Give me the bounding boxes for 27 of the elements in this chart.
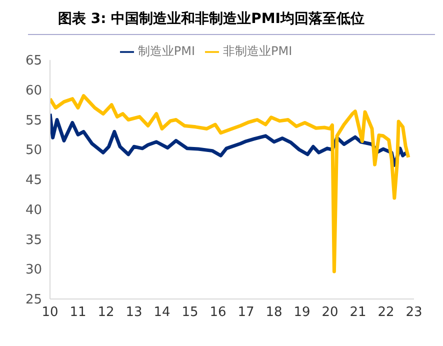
x-tick-label: 16 [210,305,226,320]
x-tick-label: 23 [406,305,422,320]
x-tick-label: 17 [238,305,254,320]
y-tick-label: 25 [25,292,42,308]
x-tick-label: 15 [182,305,198,320]
legend-label: 制造业PMI [138,44,195,58]
x-tick-label: 18 [266,305,282,320]
x-tick-label: 22 [378,305,394,320]
x-tick-label: 11 [70,305,86,320]
x-tick-label: 10 [42,305,58,320]
line-series [50,94,410,274]
x-tick-label: 13 [126,305,142,320]
y-tick-label: 55 [25,113,42,128]
y-tick-label: 35 [25,232,42,248]
y-tick-label: 60 [25,83,42,98]
y-tick-label: 30 [25,262,42,278]
x-tick-label: 14 [154,305,170,320]
y-tick-label: 45 [25,173,42,188]
x-tick-label: 19 [294,305,310,320]
x-tick-label: 12 [98,305,114,320]
y-tick-label: 65 [25,54,42,69]
chart-title: 图表 3: 中国制造业和非制造业PMI均回落至低位 [28,8,435,35]
x-tick-label: 21 [350,305,366,320]
legend-label: 非制造业PMI [223,44,292,58]
y-tick-label: 40 [25,202,42,218]
y-tick-label: 50 [25,143,42,158]
x-tick-label: 20 [322,305,338,320]
